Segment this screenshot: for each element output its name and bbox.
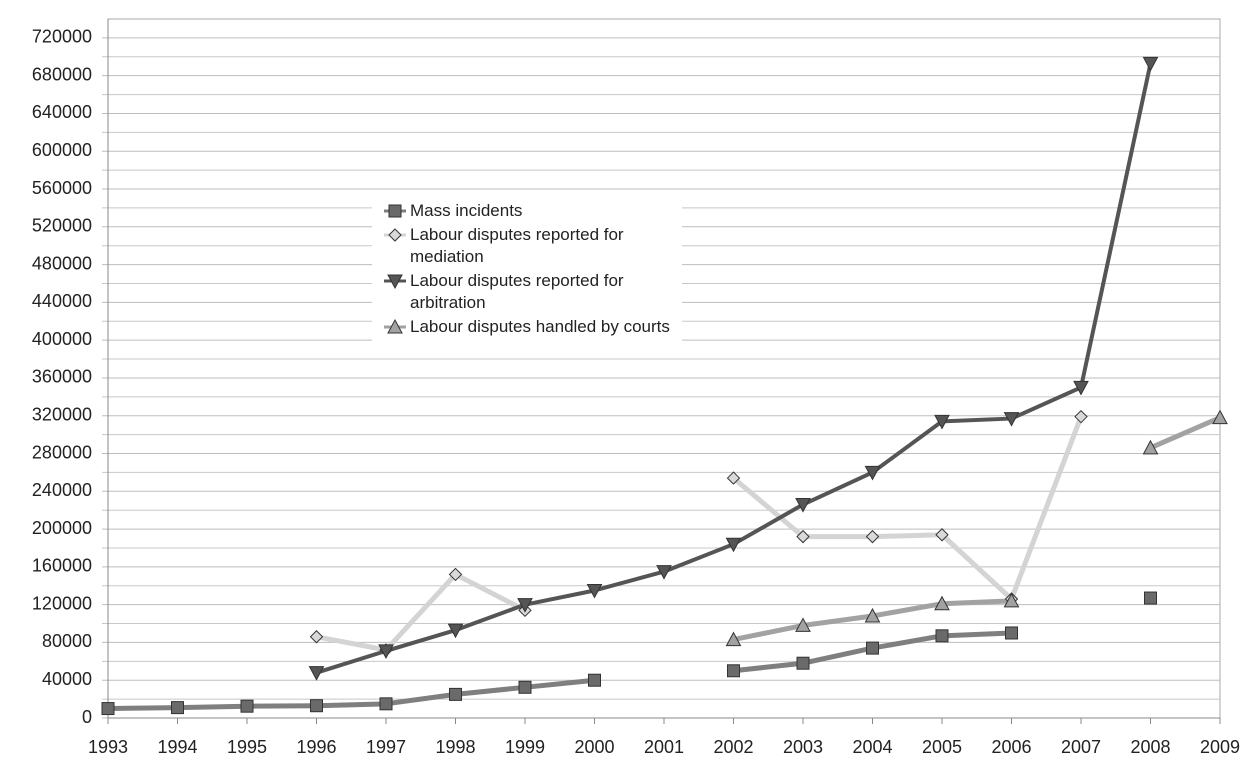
legend-swatch bbox=[384, 274, 406, 290]
marker bbox=[449, 687, 462, 701]
marker bbox=[727, 664, 740, 678]
y-tick-label: 520000 bbox=[32, 216, 92, 236]
y-tick-label: 320000 bbox=[32, 404, 92, 424]
marker bbox=[656, 565, 672, 580]
marker bbox=[240, 699, 254, 713]
marker bbox=[934, 595, 950, 611]
marker bbox=[388, 228, 402, 242]
marker bbox=[586, 583, 603, 599]
y-tick-label: 640000 bbox=[32, 102, 92, 122]
marker bbox=[1212, 409, 1228, 425]
marker bbox=[310, 699, 323, 713]
marker bbox=[864, 465, 881, 481]
y-tick-label: 280000 bbox=[32, 442, 92, 462]
marker bbox=[101, 702, 115, 716]
marker bbox=[387, 274, 403, 290]
marker bbox=[448, 567, 463, 582]
legend-item: Mass incidents bbox=[382, 200, 682, 222]
x-tick-label: 2001 bbox=[644, 737, 684, 757]
y-tick-label: 120000 bbox=[32, 593, 92, 613]
legend-swatch bbox=[384, 228, 406, 242]
legend-label: Labour disputes reported for mediation bbox=[410, 225, 624, 266]
y-tick-label: 80000 bbox=[42, 631, 92, 651]
x-tick-label: 2008 bbox=[1130, 737, 1170, 757]
x-tick-label: 1994 bbox=[157, 737, 197, 757]
marker bbox=[379, 697, 393, 711]
y-tick-label: 200000 bbox=[32, 518, 92, 538]
marker bbox=[796, 656, 810, 670]
x-tick-label: 1997 bbox=[366, 737, 406, 757]
marker bbox=[865, 529, 880, 544]
x-tick-label: 2006 bbox=[991, 737, 1031, 757]
x-tick-label: 1999 bbox=[505, 737, 545, 757]
x-tick-label: 2004 bbox=[852, 737, 892, 757]
marker bbox=[518, 680, 532, 694]
x-tick-label: 2007 bbox=[1061, 737, 1101, 757]
legend: Mass incidents Labour disputes reported f… bbox=[372, 190, 682, 352]
marker bbox=[1144, 591, 1157, 605]
y-tick-label: 160000 bbox=[32, 556, 92, 576]
legend-swatch bbox=[384, 318, 406, 334]
marker bbox=[726, 471, 741, 485]
marker bbox=[1005, 626, 1018, 640]
marker bbox=[517, 598, 533, 613]
marker bbox=[1074, 409, 1088, 424]
series-line bbox=[316, 415, 1084, 653]
marker bbox=[796, 529, 810, 544]
legend-item: Labour disputes handled by courts bbox=[382, 316, 682, 338]
marker bbox=[935, 528, 949, 542]
y-tick-label: 240000 bbox=[32, 480, 92, 500]
y-tick-label: 560000 bbox=[32, 178, 92, 198]
legend-label: Mass incidents bbox=[410, 201, 523, 220]
y-tick-label: 680000 bbox=[32, 64, 92, 84]
x-tick-label: 1996 bbox=[296, 737, 336, 757]
x-tick-label: 1995 bbox=[227, 737, 267, 757]
marker bbox=[1142, 56, 1159, 72]
y-tick-label: 40000 bbox=[42, 669, 92, 689]
marker bbox=[387, 318, 403, 334]
marker bbox=[588, 673, 601, 687]
marker bbox=[864, 607, 881, 623]
marker bbox=[447, 623, 464, 639]
marker bbox=[1003, 412, 1020, 427]
marker bbox=[725, 631, 742, 647]
marker bbox=[934, 414, 950, 430]
plot-area bbox=[107, 18, 1221, 719]
marker bbox=[309, 630, 324, 644]
legend-item: Labour disputes reported for mediation bbox=[382, 224, 682, 268]
x-tick-label: 2009 bbox=[1200, 737, 1240, 757]
marker bbox=[378, 644, 394, 659]
legend-swatch bbox=[384, 204, 406, 218]
marker bbox=[308, 666, 325, 681]
legend-label: Labour disputes reported for arbitration bbox=[410, 271, 624, 312]
marker bbox=[935, 629, 949, 643]
x-tick-label: 1993 bbox=[88, 737, 128, 757]
marker bbox=[795, 617, 811, 632]
x-tick-label: 1998 bbox=[435, 737, 475, 757]
x-tick-label: 2005 bbox=[922, 737, 962, 757]
marker bbox=[866, 641, 879, 655]
y-tick-label: 720000 bbox=[32, 27, 92, 47]
y-tick-label: 360000 bbox=[32, 367, 92, 387]
marker bbox=[1003, 592, 1020, 608]
y-tick-label: 0 bbox=[82, 707, 92, 727]
x-tick-label: 2003 bbox=[783, 737, 823, 757]
x-tick-label: 2000 bbox=[574, 737, 614, 757]
legend-item: Labour disputes reported for arbitration bbox=[382, 270, 682, 314]
y-tick-label: 480000 bbox=[32, 253, 92, 273]
legend-label: Labour disputes handled by courts bbox=[410, 317, 670, 336]
y-tick-label: 600000 bbox=[32, 140, 92, 160]
y-tick-label: 440000 bbox=[32, 291, 92, 311]
marker bbox=[725, 537, 742, 553]
x-tick-label: 2002 bbox=[713, 737, 753, 757]
marker bbox=[1073, 380, 1089, 396]
marker bbox=[388, 204, 402, 218]
y-tick-label: 400000 bbox=[32, 329, 92, 349]
marker bbox=[795, 498, 811, 513]
marker bbox=[1142, 439, 1159, 455]
marker bbox=[171, 701, 184, 715]
